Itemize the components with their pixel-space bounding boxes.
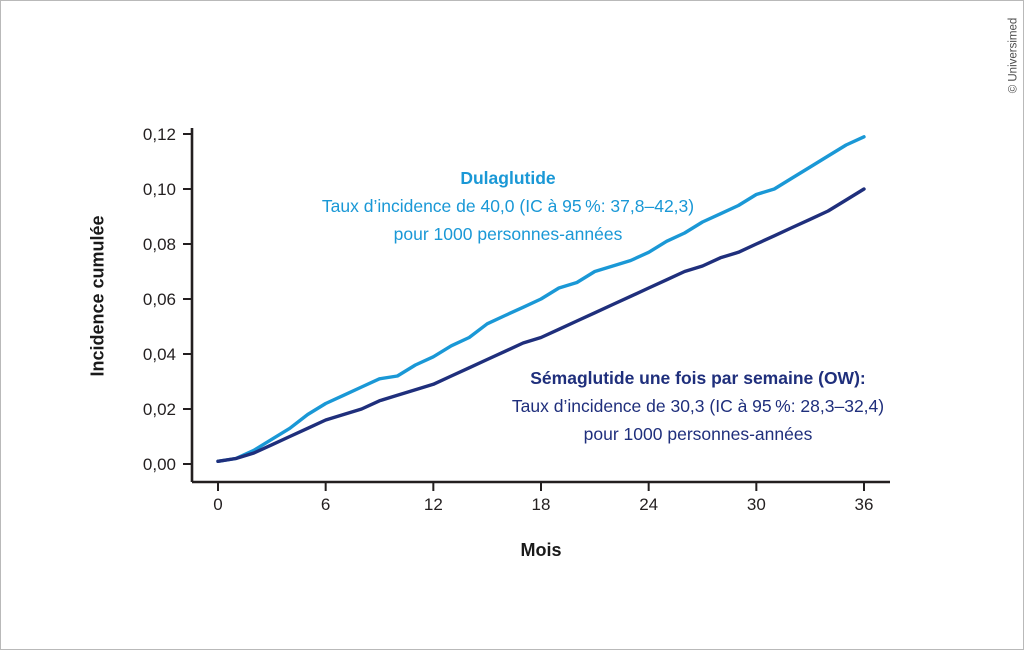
dulaglutide-annotation-rate: Taux d’incidence de 40,0 (IC à 95 %: 37,…: [321, 196, 695, 216]
semaglutide-curve: [216, 187, 866, 463]
y-tick-label: 0,10: [142, 179, 176, 199]
x-tick-label: 24: [639, 495, 659, 514]
y-tick-label: 0,06: [142, 289, 176, 309]
x-axis-label: Mois: [520, 540, 562, 560]
y-tick-label: 0,04: [142, 344, 176, 364]
watermark: © Universimed: [1007, 17, 1020, 94]
semaglutide-annotation-rate: Taux d’incidence de 30,3 (IC à 95 %: 28,…: [511, 396, 885, 416]
y-axis-label: Incidence cumulée: [87, 215, 108, 377]
y-tick-label: 0,12: [142, 124, 176, 144]
semaglutide-annotation-title: Sémaglutide une fois par semaine (OW):: [530, 368, 866, 388]
dulaglutide-annotation-unit: pour 1000 personnes-années: [393, 224, 623, 244]
semaglutide-annotation: Sémaglutide une fois par semaine (OW): T…: [512, 364, 884, 448]
x-tick-label: 12: [423, 495, 443, 514]
dulaglutide-curve: [216, 135, 866, 463]
y-tick-label: 0,02: [142, 399, 176, 419]
x-tick-label: 0: [213, 495, 223, 514]
dulaglutide-annotation: Dulaglutide Taux d’incidence de 40,0 (IC…: [322, 164, 694, 248]
x-tick-label: 6: [320, 495, 331, 514]
dulaglutide-annotation-title: Dulaglutide: [460, 168, 556, 188]
y-tick-label: 0,00: [142, 454, 176, 474]
semaglutide-annotation-unit: pour 1000 personnes-années: [583, 424, 813, 444]
x-tick-label: 36: [854, 495, 874, 514]
x-tick-label: 30: [746, 495, 766, 514]
y-tick-label: 0,08: [142, 234, 176, 254]
x-tick-label: 18: [531, 495, 551, 514]
